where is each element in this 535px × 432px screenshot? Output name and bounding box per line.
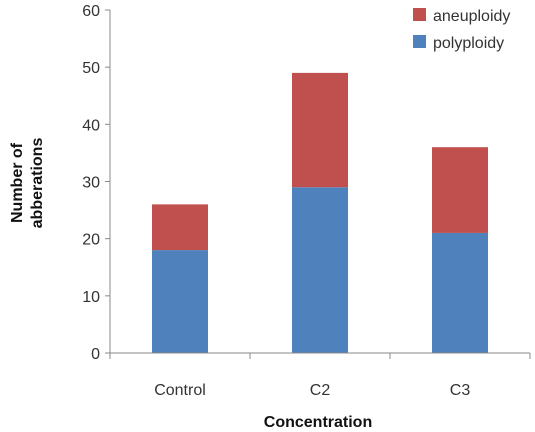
bar-aneuploidy-control <box>152 204 208 251</box>
legend-swatch-polyploidy <box>413 35 426 48</box>
bar-polyploidy-control <box>152 250 208 353</box>
x-tick-label: Control <box>154 382 206 399</box>
legend: aneuploidy polyploidy <box>413 8 510 52</box>
y-tick-label: 0 <box>91 346 100 363</box>
y-tick-label: 60 <box>82 3 100 20</box>
y-tick-label: 50 <box>82 60 100 77</box>
legend-swatch-aneuploidy <box>413 8 426 21</box>
y-tick-label: 20 <box>82 232 100 249</box>
y-tick-label: 10 <box>82 289 100 306</box>
y-axis-title-line-1: Number of <box>9 142 26 223</box>
legend-label-polyploidy: polyploidy <box>433 35 504 52</box>
bar-polyploidy-c3 <box>432 232 488 353</box>
y-axis-ticks: 0 10 20 30 40 50 60 <box>82 3 110 363</box>
bar-aneuploidy-c3 <box>432 147 488 233</box>
y-tick-label: 40 <box>82 117 100 134</box>
legend-label-aneuploidy: aneuploidy <box>433 8 510 25</box>
bars <box>152 72 488 353</box>
y-axis-title-line-2: abberations <box>29 138 46 229</box>
x-tick-label: C2 <box>310 382 331 399</box>
bar-aneuploidy-c2 <box>292 72 348 188</box>
y-axis-title: Number of abberations <box>9 138 46 229</box>
x-tick-label: C3 <box>450 382 471 399</box>
y-tick-label: 30 <box>82 175 100 192</box>
bar-polyploidy-c2 <box>292 187 348 353</box>
x-axis-ticks: Control C2 C3 <box>109 353 531 399</box>
x-axis-title: Concentration <box>264 414 372 431</box>
